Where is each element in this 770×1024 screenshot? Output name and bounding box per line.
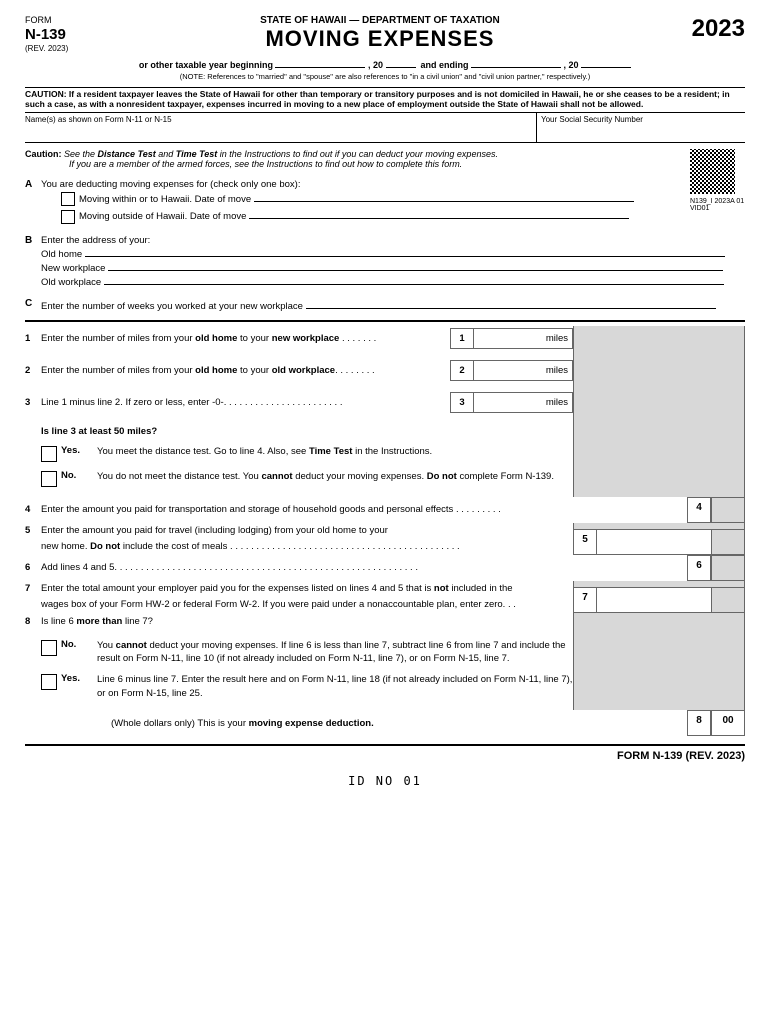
form-revision: (REV. 2023) — [25, 44, 68, 54]
year-end-yy[interactable] — [581, 57, 631, 68]
line-5: 5 Enter the amount you paid for travel (… — [25, 523, 745, 555]
year-end-input[interactable] — [471, 57, 561, 68]
line7-input[interactable] — [597, 587, 712, 613]
name-ssn-row: Name(s) as shown on Form N-11 or N-15 Yo… — [25, 113, 745, 143]
qr-code — [690, 149, 735, 194]
section-b: B Enter the address of your: Old home Ne… — [25, 235, 745, 288]
line-8-result: (Whole dollars only) This is your moving… — [25, 710, 745, 736]
line-2: 2 Enter the number of miles from your ol… — [25, 358, 573, 384]
caution-instructions: Caution: See the Distance Test and Time … — [25, 149, 745, 169]
names-label[interactable]: Name(s) as shown on Form N-11 or N-15 — [25, 113, 537, 142]
year-begin-yy[interactable] — [386, 57, 416, 68]
line-1: 1 Enter the number of miles from your ol… — [25, 326, 573, 352]
line-7: 7 Enter the total amount your employer p… — [25, 581, 745, 613]
line-3: 3 Line 1 minus line 2. If zero or less, … — [25, 390, 573, 416]
checkbox-q8-no[interactable] — [41, 640, 57, 656]
tax-year-line: or other taxable year beginning , 20 and… — [25, 57, 745, 70]
old-workplace-input[interactable] — [104, 274, 724, 285]
divider — [25, 320, 745, 322]
caution-box: CAUTION: If a resident taxpayer leaves t… — [25, 87, 745, 113]
section-a: A You are deducting moving expenses for … — [25, 179, 680, 225]
shaded-area-top — [573, 326, 745, 497]
qr-area: N139_I 2023A 01 VID01 — [690, 149, 745, 204]
checkbox-q3-yes[interactable] — [41, 446, 57, 462]
checkbox-q3-no[interactable] — [41, 471, 57, 487]
civil-union-note: (NOTE: References to "married" and "spou… — [25, 72, 745, 81]
date-move-within[interactable] — [254, 191, 634, 202]
weeks-worked-input[interactable] — [306, 298, 716, 309]
date-move-outside[interactable] — [249, 208, 629, 219]
form-title: MOVING EXPENSES — [68, 26, 691, 52]
line-4: 4 Enter the amount you paid for transpor… — [25, 497, 745, 523]
form-header: FORM N-139 (REV. 2023) STATE OF HAWAII —… — [25, 15, 745, 53]
question-line3: Is line 3 at least 50 miles? Yes. You me… — [41, 426, 573, 487]
calculation-grid: 1 Enter the number of miles from your ol… — [25, 326, 745, 497]
checkbox-q8-yes[interactable] — [41, 674, 57, 690]
shaded-area-q8 — [573, 613, 745, 710]
ssn-label[interactable]: Your Social Security Number — [537, 113, 745, 142]
form-footer: FORM N-139 (REV. 2023) — [25, 744, 745, 762]
line-6: 6 Add lines 4 and 5. . . . . . . . . . .… — [25, 555, 745, 581]
line2-input[interactable]: miles — [474, 360, 573, 381]
line3-input[interactable]: miles — [474, 392, 573, 413]
old-home-input[interactable] — [85, 246, 725, 257]
form-page: FORM N-139 (REV. 2023) STATE OF HAWAII —… — [0, 0, 770, 803]
form-number: N-139 — [25, 26, 68, 44]
section-c: C Enter the number of weeks you worked a… — [25, 298, 745, 312]
line1-input[interactable]: miles — [474, 328, 573, 349]
department: STATE OF HAWAII — DEPARTMENT OF TAXATION — [68, 15, 691, 26]
form-id-block: FORM N-139 (REV. 2023) — [25, 15, 68, 53]
line-8-block: 8 Is line 6 more than line 7? No. You ca… — [25, 613, 745, 710]
line5-input[interactable] — [597, 529, 712, 555]
title-block: STATE OF HAWAII — DEPARTMENT OF TAXATION… — [68, 15, 691, 52]
line8-cents: 00 — [712, 710, 745, 736]
id-number: ID NO 01 — [25, 774, 745, 788]
form-version-id: N139_I 2023A 01 VID01 — [690, 198, 745, 212]
form-label: FORM — [25, 15, 68, 26]
checkbox-outside-hawaii[interactable] — [61, 210, 75, 224]
tax-year: 2023 — [692, 15, 745, 43]
checkbox-within-hawaii[interactable] — [61, 192, 75, 206]
year-begin-input[interactable] — [275, 57, 365, 68]
new-workplace-input[interactable] — [108, 260, 723, 271]
